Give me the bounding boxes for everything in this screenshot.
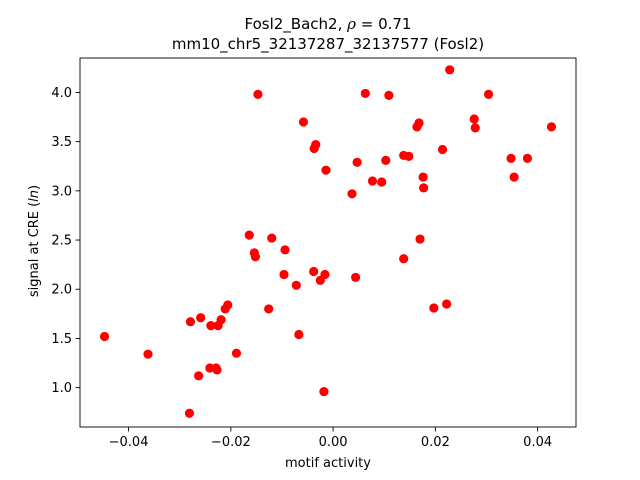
data-point xyxy=(196,313,206,323)
data-point xyxy=(347,189,357,199)
data-point xyxy=(311,139,321,150)
data-point xyxy=(381,155,391,165)
data-point xyxy=(185,317,196,327)
x-tick-label: 0.02 xyxy=(421,435,450,450)
data-point xyxy=(99,331,110,342)
data-point xyxy=(351,272,361,283)
data-point xyxy=(418,172,428,182)
plot-frame xyxy=(79,57,577,428)
data-point xyxy=(415,234,425,244)
data-point xyxy=(399,254,409,264)
data-point xyxy=(253,89,263,100)
data-point xyxy=(184,408,195,418)
data-point xyxy=(264,304,274,314)
data-point xyxy=(216,315,226,325)
data-point xyxy=(360,88,370,99)
y-axis-label: signal at CRE (ln) xyxy=(27,185,42,297)
x-tick-label: 0.00 xyxy=(319,435,348,450)
data-point xyxy=(291,280,301,290)
data-point xyxy=(437,144,448,155)
data-point xyxy=(298,117,309,127)
y-tick-label: 3.0 xyxy=(51,184,72,199)
data-point xyxy=(352,157,362,167)
data-point xyxy=(320,269,330,280)
data-point xyxy=(419,183,429,193)
chart-title-line1: Fosl2_Bach2, ρ = 0.71 xyxy=(245,15,412,34)
data-point xyxy=(212,365,222,375)
data-point xyxy=(244,230,254,240)
data-point xyxy=(509,172,519,182)
y-tick-label: 2.5 xyxy=(51,234,72,249)
data-point xyxy=(442,299,452,309)
data-point xyxy=(483,89,494,100)
data-point xyxy=(546,122,557,132)
data-point xyxy=(309,266,319,277)
data-point xyxy=(279,269,289,280)
data-point xyxy=(223,300,233,310)
y-tick-label: 4.0 xyxy=(51,86,72,101)
data-point xyxy=(377,177,387,187)
data-point xyxy=(414,118,424,128)
data-point xyxy=(522,153,533,163)
data-point xyxy=(367,176,378,186)
data-point xyxy=(294,329,304,340)
data-point xyxy=(194,371,204,381)
data-point xyxy=(321,165,331,175)
y-tick-label: 1.5 xyxy=(51,332,72,347)
data-point xyxy=(280,245,290,255)
x-tick-label: 0.04 xyxy=(523,435,552,450)
y-tick-label: 3.5 xyxy=(51,135,72,150)
data-point xyxy=(206,321,216,331)
data-point xyxy=(469,114,479,124)
data-point xyxy=(506,153,516,163)
x-tick-label: −0.02 xyxy=(211,435,251,450)
data-point xyxy=(384,90,394,100)
chart-title-line2: mm10_chr5_32137287_32137577 (Fosl2) xyxy=(172,35,484,54)
data-point xyxy=(267,233,277,243)
x-tick-label: −0.04 xyxy=(109,435,149,450)
data-point xyxy=(250,252,260,262)
plot-area: −0.04 −0.02 0.00 0.02 0.04 1.0 1.5 2.0 2.5 3.0 3.5… xyxy=(51,57,577,450)
y-tick-label: 2.0 xyxy=(51,283,72,298)
data-point xyxy=(231,348,242,358)
data-point xyxy=(470,123,480,133)
x-axis-label: motif activity xyxy=(285,456,371,471)
data-point xyxy=(319,386,329,397)
data-point xyxy=(143,349,153,359)
data-point xyxy=(429,303,439,313)
y-tick-label: 1.0 xyxy=(51,381,72,396)
data-point xyxy=(445,65,455,75)
data-point xyxy=(404,151,414,161)
